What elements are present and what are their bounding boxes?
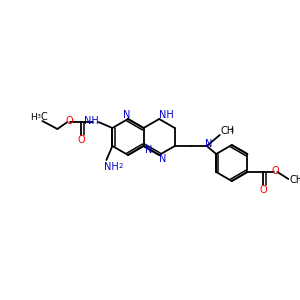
- Text: 3: 3: [298, 177, 300, 182]
- Text: CH: CH: [290, 175, 300, 185]
- Text: N: N: [145, 145, 152, 155]
- Text: O: O: [260, 185, 267, 195]
- Text: 2: 2: [118, 163, 123, 169]
- Text: H: H: [30, 112, 37, 122]
- Text: NH: NH: [84, 116, 99, 126]
- Text: C: C: [40, 112, 47, 122]
- Text: NH: NH: [159, 110, 174, 120]
- Text: O: O: [272, 166, 279, 176]
- Text: O: O: [66, 116, 73, 125]
- Text: N: N: [205, 139, 212, 149]
- Text: 3: 3: [230, 128, 234, 133]
- Text: NH: NH: [104, 162, 119, 172]
- Text: N: N: [160, 154, 167, 164]
- Text: 3: 3: [36, 114, 40, 119]
- Text: N: N: [123, 110, 131, 121]
- Text: O: O: [78, 135, 85, 145]
- Text: CH: CH: [221, 126, 235, 136]
